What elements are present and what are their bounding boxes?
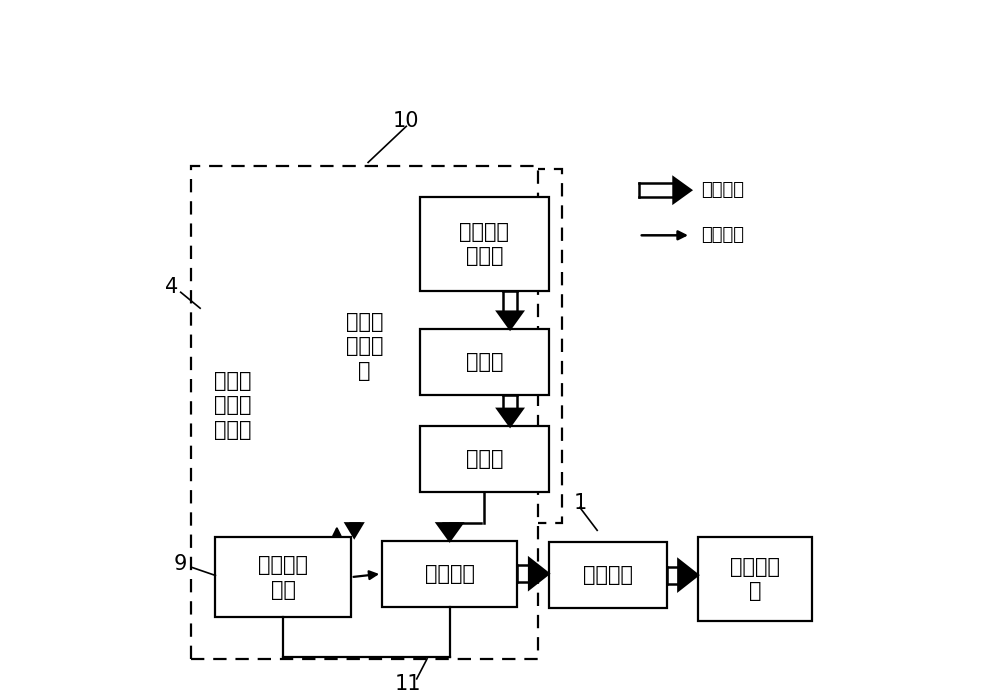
Text: 高压模块: 高压模块 [425,564,475,584]
Text: 现场监控
模块: 现场监控 模块 [258,555,308,600]
Text: 电极导线: 电极导线 [583,565,633,585]
Text: 1: 1 [573,493,586,512]
Polygon shape [674,178,691,203]
Text: 分布式
智能高
压电源: 分布式 智能高 压电源 [214,370,252,440]
Text: 10: 10 [393,111,420,131]
Bar [420,426,549,492]
Text: 功率流向: 功率流向 [701,181,744,200]
Text: 逆变器: 逆变器 [466,449,503,469]
Text: 蓄电池: 蓄电池 [466,352,503,372]
Text: 9: 9 [174,554,187,573]
Text: 太阳能
电池模
块: 太阳能 电池模 块 [346,312,383,382]
Text: 农田或林
区: 农田或林 区 [730,556,780,601]
Bar [420,197,549,290]
Text: 太阳能光
伏组件: 太阳能光 伏组件 [459,222,509,267]
Text: 11: 11 [395,674,422,694]
Bar [333,169,562,524]
Text: 4: 4 [165,277,178,297]
Text: 控制数据: 控制数据 [701,226,744,244]
Polygon shape [437,524,462,540]
Bar [191,166,538,659]
Bar [549,542,667,608]
Bar [215,538,351,617]
Polygon shape [498,312,523,329]
Bar [382,540,517,607]
Polygon shape [529,559,549,589]
Bar [420,329,549,395]
Polygon shape [678,560,698,590]
Polygon shape [346,524,363,538]
Bar [698,538,812,621]
Polygon shape [498,409,523,426]
